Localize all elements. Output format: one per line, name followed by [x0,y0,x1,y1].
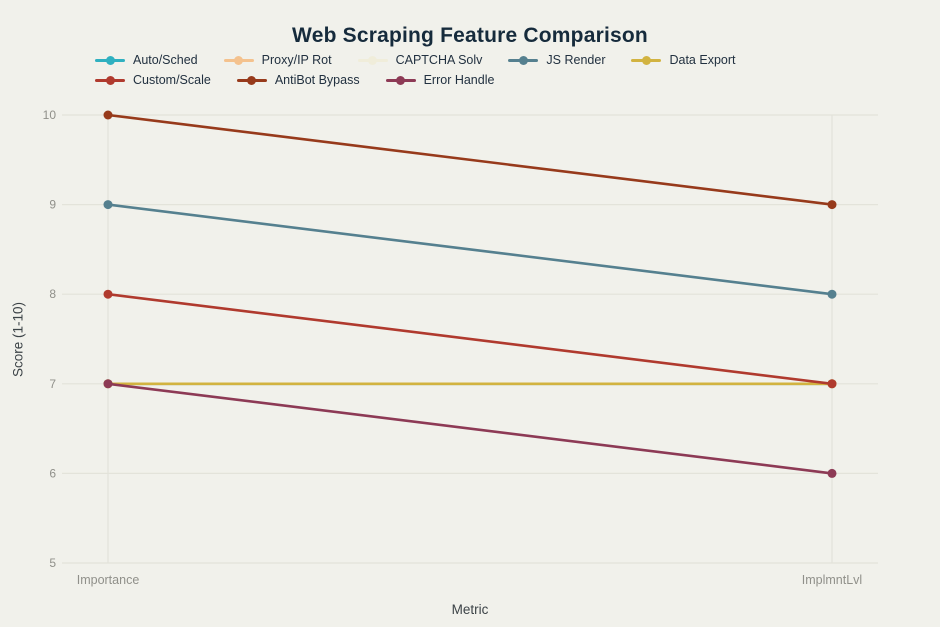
point-antibot-bypass-implmntlvl [827,200,837,210]
legend-marker-icon [357,55,388,65]
y-tick-label-7: 7 [49,377,56,391]
legend-marker-icon [385,75,416,85]
series-line-js-render [107,203,833,296]
legend-item-proxy-ip-rot[interactable]: Proxy/IP Rot [223,53,332,67]
legend-label: CAPTCHA Solv [395,53,483,67]
legend-marker-icon [508,55,539,65]
legend-label: AntiBot Bypass [274,73,360,87]
legend-marker-icon [223,55,254,65]
legend-label: Data Export [669,53,736,67]
legend-item-custom-scale[interactable]: Custom/Scale [95,73,211,87]
x-category-importance: Importance [77,573,140,587]
point-js-render-implmntlvl [827,289,837,299]
legend-item-data-export[interactable]: Data Export [631,53,736,67]
chart-title: Web Scraping Feature Comparison [292,24,648,47]
y-tick-label-5: 5 [49,556,56,570]
legend-label: JS Render [546,53,606,67]
legend-marker-icon [236,75,267,85]
point-antibot-bypass-importance [103,110,113,120]
y-axis-title: Score (1-10) [10,301,26,378]
point-error-handle-implmntlvl [827,468,837,478]
series-line-antibot-bypass [107,113,833,206]
legend-marker-icon [631,55,662,65]
legend-item-js-render[interactable]: JS Render [508,53,605,67]
series-line-error-handle [107,382,833,475]
point-custom-scale-implmntlvl [827,379,837,389]
y-tick-label-10: 10 [43,108,57,122]
legend-label: Error Handle [423,73,495,87]
point-error-handle-importance [103,379,113,389]
y-tick-label-6: 6 [49,466,56,480]
legend-marker-icon [95,75,125,85]
legend-marker-icon [95,55,125,65]
y-tick-label-9: 9 [49,198,56,212]
y-tick-label-8: 8 [49,287,56,301]
legend-item-error-handle[interactable]: Error Handle [385,73,495,87]
legend-label: Auto/Sched [133,53,198,67]
series-line-custom-scale [107,292,833,386]
point-js-render-importance [103,200,113,210]
x-axis-title: Metric [451,602,489,617]
legend-item-auto-sched[interactable]: Auto/Sched [95,53,198,67]
point-custom-scale-importance [103,289,113,299]
legend-item-captcha-solv[interactable]: CAPTCHA Solv [357,53,483,67]
x-category-implmntlvl: ImplmntLvl [802,573,862,587]
legend-item-antibot-bypass[interactable]: AntiBot Bypass [236,73,360,87]
legend-label: Custom/Scale [133,73,211,87]
legend: Auto/Sched Proxy/IP Rot CAPTCHA Solv JS Ren… [95,53,877,87]
legend-label: Proxy/IP Rot [261,53,332,67]
